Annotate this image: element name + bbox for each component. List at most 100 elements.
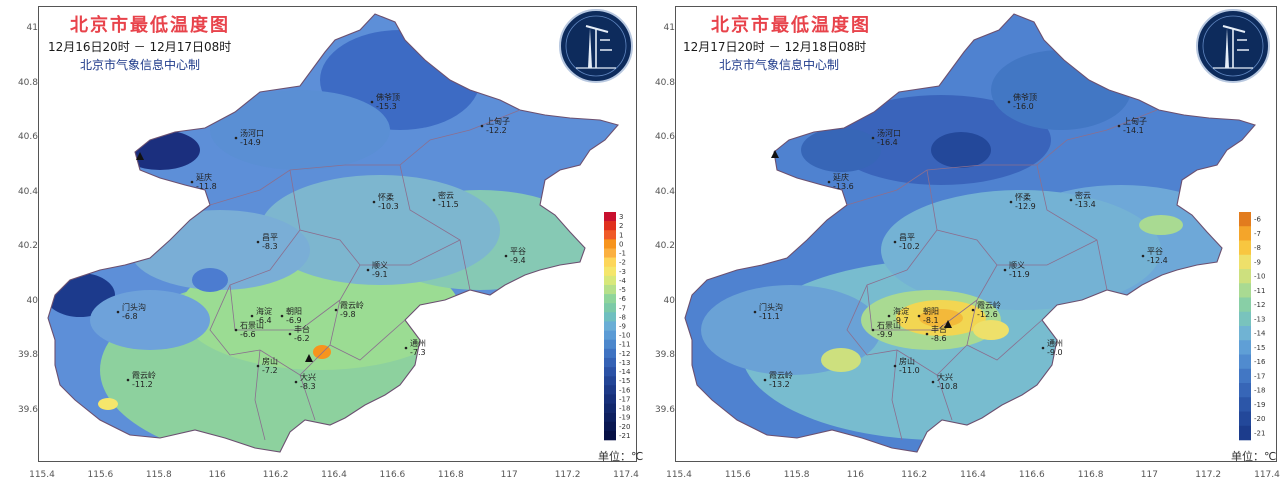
- colorbar-tick-label: 0: [619, 240, 623, 248]
- colorbar-swatch: [1239, 397, 1251, 412]
- station-value: -10.8: [937, 382, 958, 391]
- map-panel-1: 佛爷顶 -15.3 汤河口 -14.9 上甸子 -12.2 延庆 -11.8 怀柔 -10.3 密云…: [18, 6, 644, 480]
- longitude-tick-label: 116: [846, 470, 864, 480]
- station: 海淀-9.7: [887, 306, 909, 325]
- colorbar-tick-label: -19: [619, 414, 630, 422]
- station: 朝阳-8.1: [917, 307, 939, 325]
- summit-triangle-icon: [136, 152, 144, 160]
- colorbar-tick-label: -20: [619, 423, 630, 431]
- station: 门头沟-6.8: [116, 302, 146, 321]
- station-name: 门头沟: [759, 302, 783, 312]
- colorbar-swatch: [604, 257, 616, 268]
- colorbar-swatch: [604, 266, 616, 277]
- time-range: 12月17日20时 － 12月18日08时: [683, 40, 867, 54]
- district-boundaries: [684, 13, 1256, 453]
- longitude-tick-label: 115.8: [145, 470, 172, 480]
- longitude-tick-label: 116: [208, 470, 226, 480]
- station-value: -9.9: [877, 330, 893, 339]
- station: 上甸子-12.2: [480, 116, 510, 135]
- station-dot: [763, 378, 767, 382]
- station: 顺义-9.1: [366, 261, 388, 279]
- latitude-tick-label: 40.2: [654, 241, 675, 251]
- station-value: -9.0: [1047, 348, 1063, 357]
- station-dot: [925, 332, 929, 336]
- summit-triangle-icon: [771, 150, 779, 158]
- longitude-tick-label: 116.4: [960, 470, 986, 480]
- colorbar-tick-label: -12: [619, 350, 630, 358]
- station-value: -14.9: [240, 138, 261, 147]
- colorbar-swatch: [1239, 226, 1251, 241]
- longitude-tick-label: 115.8: [783, 470, 810, 480]
- colorbar-swatch: [604, 239, 616, 249]
- logo-emblem: [559, 9, 633, 83]
- colorbar-tick-label: -9: [619, 323, 626, 331]
- longitude-tick-label: 117.2: [554, 470, 581, 480]
- station-name: 密云: [438, 190, 454, 200]
- station-value: -11.0: [899, 366, 920, 375]
- colorbar-swatch: [604, 312, 616, 322]
- station-dot: [280, 314, 284, 318]
- longitude-tick-label: 117.4: [613, 470, 639, 480]
- station: 佛爷顶-16.0: [1007, 92, 1037, 111]
- station-dot: [1041, 346, 1045, 350]
- station-name: 顺义: [1009, 261, 1025, 270]
- colorbar-tick-label: -9: [1254, 258, 1261, 266]
- station-value: -11.1: [759, 312, 780, 321]
- colorbar-tick-label: -14: [619, 368, 631, 376]
- station-name: 霞云岭: [340, 300, 364, 310]
- colorbar-swatch: [1239, 326, 1251, 341]
- station: 密云-13.4: [1069, 190, 1096, 209]
- longitude-tick-label: 117: [500, 470, 518, 480]
- latitude-tick-label: 40: [26, 295, 38, 306]
- station-value: -11.8: [196, 182, 217, 191]
- station-dot: [190, 180, 194, 184]
- colorbar-tick-label: -14: [1254, 330, 1266, 338]
- station-dot: [1069, 198, 1073, 202]
- latitude-tick-label: 40.8: [654, 77, 675, 88]
- station-dot: [1003, 268, 1007, 272]
- station-name: 汤河口: [240, 128, 264, 138]
- colorbar-tick-label: 3: [619, 213, 623, 221]
- colorbar-tick-label: 2: [619, 222, 623, 230]
- colorbar-swatch: [1239, 269, 1251, 284]
- colorbar-tick-label: -13: [1254, 315, 1265, 323]
- station-name: 大兴: [937, 372, 953, 382]
- station-value: -8.6: [931, 334, 947, 343]
- station: 丰台-8.6: [925, 324, 947, 343]
- colorbar-swatch: [1239, 383, 1251, 398]
- station: 霞云岭-13.2: [763, 370, 793, 389]
- station-value: -7.3: [410, 348, 426, 357]
- station-name: 昌平: [262, 233, 278, 242]
- station-value: -9.8: [340, 310, 356, 319]
- station: 房山-7.2: [256, 356, 278, 375]
- station-dot: [753, 310, 757, 314]
- colorbar-swatch: [1239, 254, 1251, 270]
- station-value: -14.1: [1123, 126, 1144, 135]
- map-title: 北京市最低温度图: [711, 15, 871, 36]
- longitude-tick-label: 117: [1140, 470, 1158, 480]
- station: 朝阳-6.9: [280, 307, 302, 325]
- colorbar-swatch: [1239, 425, 1251, 441]
- observatory-triangle-icon: [944, 320, 952, 328]
- colorbar-swatch: [604, 430, 616, 441]
- map-credit: 北京市气象信息中心制: [80, 58, 201, 72]
- temperature-field: [685, 14, 1255, 452]
- colorbar-swatch: [604, 357, 616, 368]
- station-value: -6.6: [240, 330, 256, 339]
- colorbar-tick-label: -17: [619, 395, 630, 403]
- station-name: 海淀: [256, 306, 272, 316]
- station-name: 石景山: [240, 320, 264, 330]
- station-dot: [234, 136, 238, 140]
- station: 霞云岭-12.6: [971, 300, 1001, 319]
- station-value: -15.3: [376, 102, 397, 111]
- colorbar-swatch: [604, 294, 616, 304]
- station-value: -11.2: [132, 380, 153, 389]
- colorbar-swatch: [604, 321, 616, 331]
- station-dot: [372, 200, 376, 204]
- station: 大兴-10.8: [931, 372, 958, 391]
- unit-label: 单位：℃: [598, 450, 644, 463]
- logo-emblem: [1196, 9, 1270, 83]
- station-value: -6.4: [256, 316, 272, 325]
- station: 顺义-11.9: [1003, 261, 1030, 279]
- station-name: 平谷: [1147, 247, 1163, 256]
